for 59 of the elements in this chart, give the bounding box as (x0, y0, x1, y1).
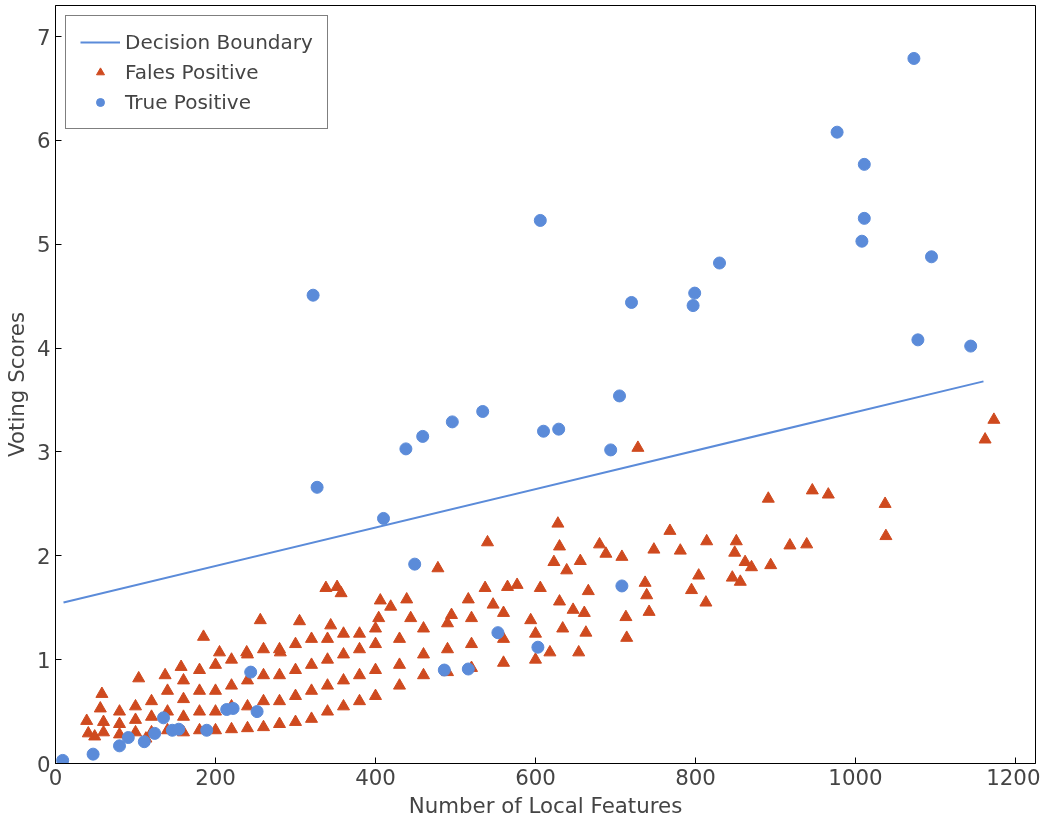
point (552, 422, 566, 436)
x-tick-label: 1000 (828, 764, 883, 790)
point (437, 663, 451, 677)
point (250, 705, 264, 719)
point (137, 735, 151, 749)
point (377, 511, 390, 525)
point (625, 295, 638, 309)
point (604, 443, 618, 457)
y-tick-label: 2 (36, 543, 51, 569)
y-tick-label: 4 (36, 336, 51, 362)
point (399, 442, 413, 456)
legend-label: Fales Positive (125, 60, 259, 84)
point (86, 747, 100, 761)
x-tick-label: 1200 (986, 764, 1041, 790)
x-tick-label: 200 (195, 764, 236, 790)
point (855, 234, 869, 248)
point (688, 286, 702, 300)
point (686, 299, 700, 313)
point (200, 723, 214, 737)
point (830, 125, 844, 139)
y-tick-label: 3 (36, 439, 51, 465)
x-axis-title: Number of Local Features (408, 792, 683, 818)
point (157, 711, 170, 725)
point (533, 213, 547, 227)
x-tick-label: 800 (675, 764, 716, 790)
point (907, 51, 921, 65)
x-tick-label: 600 (515, 764, 556, 790)
point (476, 405, 490, 418)
point (416, 429, 430, 443)
point (537, 424, 550, 438)
y-tick-label: 7 (36, 24, 51, 50)
point (445, 415, 459, 429)
x-tick-label: 400 (355, 764, 396, 790)
point (925, 250, 938, 264)
legend-label: Decision Boundary (125, 30, 313, 54)
legend-label: True Positive (125, 90, 251, 114)
y-axis-title: Voting Scores (3, 312, 29, 457)
point (113, 739, 126, 753)
point (857, 157, 871, 171)
point (244, 665, 258, 679)
point (857, 211, 871, 225)
point (964, 339, 978, 353)
y-tick-label: 5 (36, 232, 51, 258)
point (121, 731, 135, 745)
point (491, 626, 505, 640)
point (408, 557, 422, 571)
y-tick-label: 6 (36, 128, 51, 154)
point (56, 753, 70, 764)
y-tick-label: 1 (36, 647, 51, 673)
point (713, 256, 726, 270)
point (172, 722, 186, 736)
point (148, 726, 162, 740)
point (306, 288, 320, 302)
point (531, 640, 545, 654)
point (613, 389, 626, 403)
point (310, 480, 324, 494)
point (461, 662, 475, 676)
point (615, 579, 629, 593)
point (911, 333, 925, 347)
